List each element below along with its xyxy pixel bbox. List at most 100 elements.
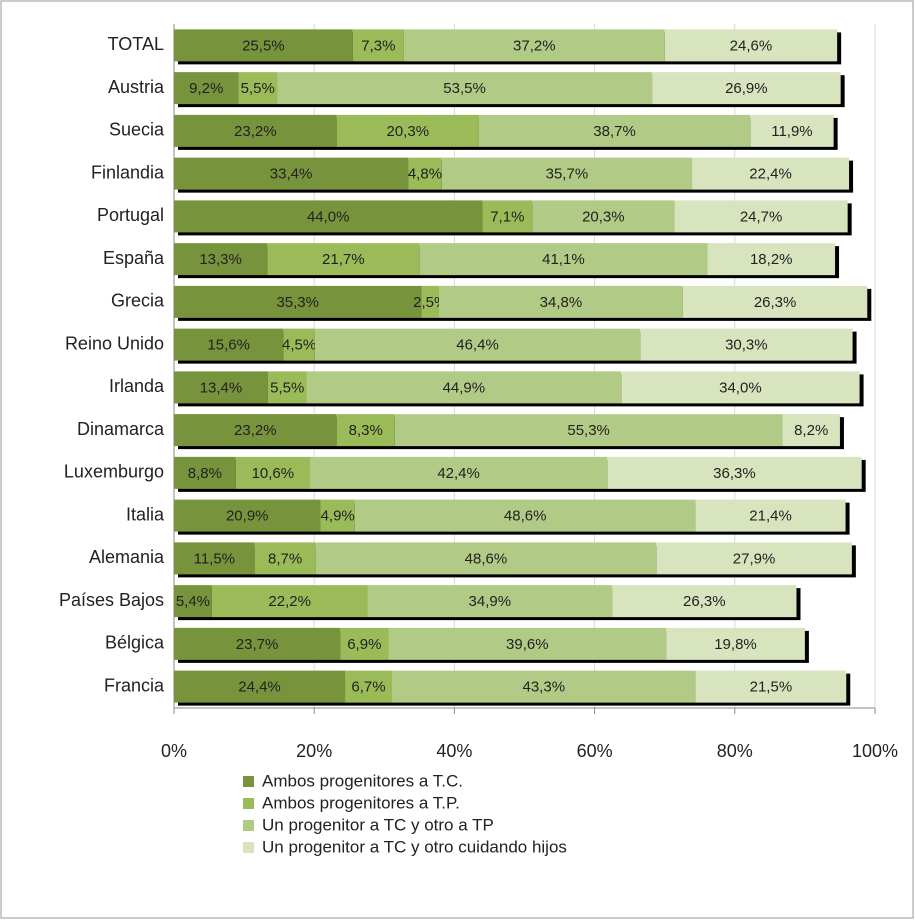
data-label: 10,6% bbox=[252, 465, 295, 482]
bar-segment bbox=[174, 328, 284, 361]
legend-label: Un progenitor a TC y otro cuidando hijos bbox=[262, 837, 567, 856]
data-label: 42,4% bbox=[437, 465, 480, 482]
bar-segment bbox=[438, 285, 683, 318]
data-label: 5,5% bbox=[270, 379, 304, 396]
data-label: 13,3% bbox=[199, 251, 242, 268]
data-label: 11,5% bbox=[194, 550, 235, 567]
bar-segment bbox=[408, 157, 442, 190]
data-label: 5,5% bbox=[241, 80, 275, 97]
data-label: 53,5% bbox=[443, 80, 486, 97]
category-label: Reino Unido bbox=[65, 333, 164, 353]
bar-segment bbox=[656, 542, 852, 575]
bar-segment bbox=[336, 114, 479, 147]
data-label: 36,3% bbox=[713, 465, 756, 482]
data-label: 55,3% bbox=[567, 422, 610, 439]
data-label: 41,1% bbox=[542, 251, 585, 268]
bar-segment bbox=[174, 414, 337, 447]
bar-segment bbox=[174, 670, 346, 703]
bar-segment bbox=[267, 371, 307, 404]
bar-segment bbox=[314, 328, 641, 361]
x-tick-label: 80% bbox=[717, 741, 753, 761]
data-label: 7,3% bbox=[361, 37, 395, 54]
category-label: Países Bajos bbox=[59, 590, 164, 610]
bar-segment bbox=[441, 157, 693, 190]
data-label: 20,3% bbox=[387, 123, 430, 140]
data-label: 9,2% bbox=[189, 80, 223, 97]
bar-segment bbox=[666, 627, 805, 660]
bar-segment bbox=[283, 328, 315, 361]
bar-segment bbox=[174, 157, 409, 190]
bar-segment bbox=[682, 285, 868, 318]
bar-segment bbox=[174, 542, 255, 575]
x-tick-label: 0% bbox=[161, 741, 187, 761]
bar-segment bbox=[277, 72, 653, 105]
bar-segment bbox=[674, 200, 848, 233]
data-label: 46,4% bbox=[456, 337, 499, 354]
bar-segment bbox=[354, 499, 696, 532]
data-label: 23,7% bbox=[236, 636, 279, 653]
data-label: 5,4% bbox=[176, 593, 210, 610]
data-label: 24,4% bbox=[238, 679, 281, 696]
data-label: 35,7% bbox=[546, 166, 589, 183]
bar-segment bbox=[403, 29, 665, 62]
bar-segment bbox=[211, 585, 368, 618]
data-label: 34,9% bbox=[469, 593, 512, 610]
bar-segment bbox=[174, 371, 268, 404]
data-label: 20,9% bbox=[226, 508, 269, 525]
data-label: 6,9% bbox=[347, 636, 381, 653]
bar-segment bbox=[367, 585, 613, 618]
bar-segment bbox=[388, 627, 667, 660]
bar-segment bbox=[267, 243, 420, 276]
data-label: 8,3% bbox=[349, 422, 383, 439]
bar-segment bbox=[352, 29, 404, 62]
bar-segment bbox=[238, 72, 278, 105]
bar-segment bbox=[652, 72, 841, 105]
bar-segment bbox=[478, 114, 751, 147]
data-label: 23,2% bbox=[234, 123, 277, 140]
data-label: 26,3% bbox=[754, 294, 797, 311]
category-label: España bbox=[103, 248, 165, 268]
category-label: Bélgica bbox=[105, 633, 165, 653]
data-label: 4,9% bbox=[321, 508, 355, 525]
bar-segment bbox=[692, 157, 850, 190]
bar-segment bbox=[306, 371, 622, 404]
x-tick-label: 20% bbox=[296, 741, 332, 761]
data-label: 20,3% bbox=[582, 208, 625, 225]
bar-segment bbox=[392, 670, 696, 703]
bar-segment bbox=[174, 29, 353, 62]
data-label: 4,5% bbox=[282, 337, 316, 354]
legend-swatch bbox=[243, 798, 254, 809]
bar-segment bbox=[782, 414, 840, 447]
bar-segment bbox=[174, 114, 337, 147]
legend-label: Ambos progenitores a T.C. bbox=[262, 771, 463, 790]
data-label: 21,4% bbox=[749, 508, 792, 525]
bar-segment bbox=[640, 328, 853, 361]
data-label: 2,5% bbox=[413, 294, 447, 311]
bar-segment bbox=[235, 456, 310, 489]
data-label: 44,9% bbox=[443, 379, 486, 396]
data-label: 8,7% bbox=[268, 550, 302, 567]
category-label: Italia bbox=[126, 504, 165, 524]
bar-segment bbox=[482, 200, 533, 233]
category-label: Finlandia bbox=[91, 162, 165, 182]
x-tick-label: 60% bbox=[577, 741, 613, 761]
data-label: 38,7% bbox=[593, 123, 636, 140]
data-label: 34,0% bbox=[719, 379, 762, 396]
data-label: 30,3% bbox=[725, 337, 768, 354]
data-label: 48,6% bbox=[504, 508, 547, 525]
bar-segment bbox=[394, 414, 783, 447]
bar-segment bbox=[174, 456, 236, 489]
data-label: 11,9% bbox=[771, 123, 812, 140]
data-label: 8,8% bbox=[188, 465, 222, 482]
data-label: 48,6% bbox=[465, 550, 508, 567]
category-label: Austria bbox=[108, 77, 165, 97]
data-label: 13,4% bbox=[200, 379, 243, 396]
bar-segment bbox=[695, 670, 847, 703]
bar-segment bbox=[340, 627, 389, 660]
data-label: 7,1% bbox=[490, 208, 524, 225]
data-label: 24,7% bbox=[740, 208, 783, 225]
data-label: 27,9% bbox=[733, 550, 776, 567]
data-label: 4,8% bbox=[408, 166, 442, 183]
data-label: 22,2% bbox=[268, 593, 311, 610]
category-label: Irlanda bbox=[109, 376, 165, 396]
